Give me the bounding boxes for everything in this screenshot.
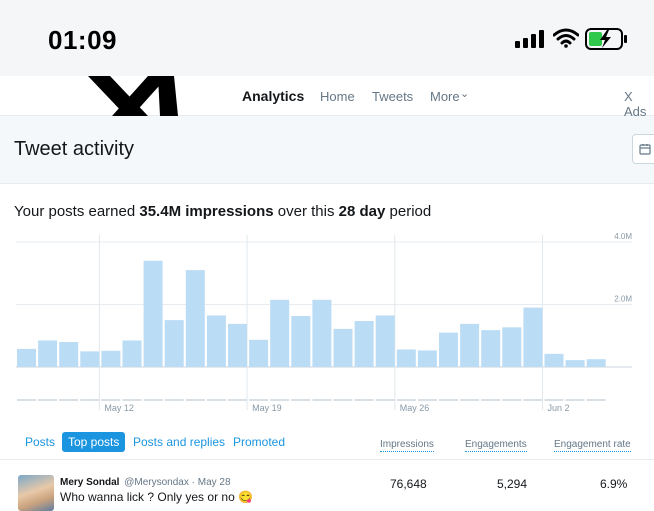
page-title: Tweet activity [14, 138, 135, 160]
chart-bar [460, 323, 480, 367]
chart-bar [228, 323, 247, 367]
chart-bar [354, 321, 374, 367]
tab-promoted[interactable]: Promoted [233, 435, 286, 449]
chart-bar [59, 342, 79, 367]
nav-tweets[interactable]: Tweets [372, 89, 414, 104]
chart-bar [206, 315, 226, 367]
chart-bar [270, 299, 290, 367]
author-name: Mery Sondal [60, 477, 120, 488]
column-engagements[interactable]: Engagements [465, 439, 527, 452]
nav-more[interactable]: More [430, 89, 460, 104]
y-tick-label: 2.0M [614, 295, 632, 304]
calendar-icon [639, 144, 651, 155]
y-tick-label: 4.0M [614, 232, 632, 241]
impressions-chart: 4.0M 2.0M May 12 May 19 May 26 Jun 2 [16, 232, 632, 413]
nav-x-ads[interactable]: X Ads [624, 89, 647, 119]
summary-text-2: over this [273, 203, 339, 220]
post-engagement-rate: 6.9% [600, 477, 628, 491]
chart-bar [375, 315, 395, 367]
table-row[interactable]: Mery Sondal @Merysondax · May 28 Who wan… [0, 462, 654, 511]
x-tick-label: May 19 [252, 403, 282, 413]
wifi-icon [553, 28, 579, 48]
top-nav: Analytics Home Tweets More ⌄ X Ads [0, 76, 654, 119]
x-tick-label: May 12 [104, 403, 134, 413]
summary-text-3: period [385, 203, 432, 220]
chevron-down-icon[interactable]: ⌄ [460, 88, 470, 100]
chart-bar [101, 350, 121, 367]
chart-bar [481, 330, 501, 367]
summary-impressions: 35.4M impressions [139, 203, 274, 220]
x-tick-label: May 26 [400, 403, 430, 413]
x-tick-label: Jun 2 [548, 403, 570, 413]
column-engagement-rate[interactable]: Engagement rate [554, 439, 631, 452]
chart-bar [143, 260, 163, 367]
chart-bar [565, 360, 585, 367]
post-impressions: 76,648 [390, 477, 427, 491]
chart-bar [17, 348, 36, 367]
chart-bar [417, 350, 437, 367]
author-handle-date: @Merysondax · May 28 [124, 477, 231, 488]
tab-posts[interactable]: Posts [25, 435, 56, 449]
chart-bar [38, 340, 58, 367]
post-author: Mery Sondal @Merysondax · May 28 [60, 477, 231, 488]
chart-bar [312, 299, 332, 367]
x-logo-icon[interactable] [88, 76, 178, 116]
chart-bar [439, 332, 458, 367]
tab-top-posts[interactable]: Top posts [62, 432, 126, 452]
tab-posts-and-replies[interactable]: Posts and replies [133, 435, 226, 449]
chart-bar [523, 307, 543, 367]
chart-bar [164, 320, 184, 367]
chart-bar [122, 340, 142, 367]
summary-period: 28 day [338, 203, 386, 220]
chart-bar [249, 339, 269, 367]
chart-bar [333, 328, 353, 367]
chart-bar [185, 270, 205, 367]
posts-tabs: Posts Top posts Posts and replies Promot… [0, 430, 654, 460]
page-header: Tweet activity [0, 116, 654, 184]
signal-icon [515, 30, 544, 48]
chart-bar [502, 327, 522, 367]
chart-bar [291, 316, 311, 367]
post-text[interactable]: Who wanna lick ? Only yes or no 😋 [60, 490, 254, 504]
chart-bar [396, 349, 416, 367]
avatar [18, 475, 54, 511]
chart-bar [80, 351, 100, 367]
clock: 01:09 [48, 25, 117, 55]
nav-home[interactable]: Home [320, 89, 355, 104]
impressions-summary: Your posts earned 35.4M impressions over… [14, 203, 431, 220]
nav-analytics[interactable]: Analytics [242, 88, 305, 104]
battery-charging-icon [585, 28, 627, 50]
post-engagements: 5,294 [497, 477, 528, 491]
column-impressions[interactable]: Impressions [380, 439, 434, 452]
summary-text-1: Your posts earned [14, 203, 140, 220]
chart-bar [544, 353, 564, 367]
date-range-button[interactable] [632, 134, 654, 164]
chart-bar [586, 359, 606, 367]
status-bar: 01:09 [0, 0, 654, 76]
